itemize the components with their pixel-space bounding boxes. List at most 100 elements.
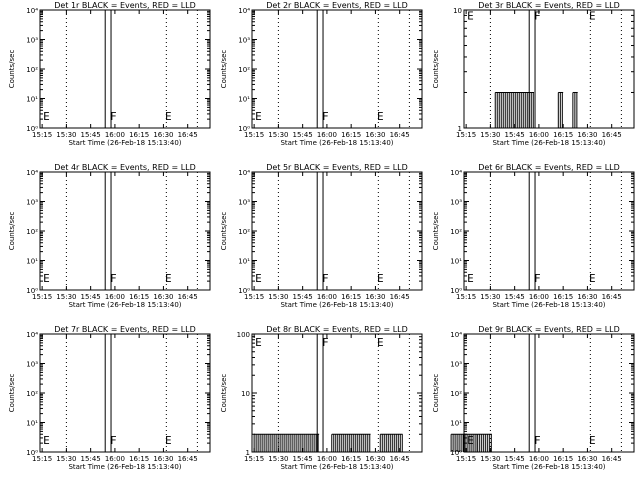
- orbit-marker-e: E: [589, 272, 596, 285]
- x-tick-label: 16:00: [317, 131, 337, 139]
- y-tick-label: 10³: [450, 199, 462, 207]
- plot-title: Det 3r BLACK = Events, RED = LLD: [478, 1, 620, 10]
- plot-title: Det 4r BLACK = Events, RED = LLD: [54, 163, 196, 172]
- x-tick-label: 16:00: [317, 293, 337, 301]
- x-tick-label: 15:30: [480, 455, 500, 463]
- orbit-marker-e: E: [165, 272, 172, 285]
- x-tick-label: 16:45: [390, 455, 410, 463]
- orbit-marker-e: E: [467, 434, 474, 447]
- x-tick-label: 15:30: [480, 131, 500, 139]
- x-tick-label: 16:15: [341, 131, 361, 139]
- y-tick-label: 10⁰: [450, 287, 462, 295]
- x-tick-label: 15:15: [32, 455, 52, 463]
- orbit-marker-f: F: [110, 110, 117, 123]
- x-tick-label: 15:15: [244, 293, 264, 301]
- x-tick-label: 15:45: [505, 455, 525, 463]
- x-tick-label: 16:00: [105, 293, 125, 301]
- y-tick-label: 10²: [26, 66, 38, 74]
- y-tick-label: 10³: [26, 199, 38, 207]
- plot-frame: [463, 9, 635, 129]
- orbit-marker-e: E: [377, 272, 384, 285]
- plot-panel-6: Det 6r BLACK = Events, RED = LLD 15:15 15:…: [432, 163, 635, 309]
- x-tick-label: 16:15: [129, 293, 149, 301]
- y-tick-label: 10³: [238, 199, 250, 207]
- plot-title: Det 9r BLACK = Events, RED = LLD: [478, 325, 620, 334]
- y-tick-label: 10¹: [450, 420, 462, 428]
- x-tick-label: 16:45: [390, 293, 410, 301]
- x-tick-label: 16:00: [529, 455, 549, 463]
- y-tick-label: 10¹: [26, 258, 38, 266]
- plot-panel-9: Det 9r BLACK = Events, RED = LLD 15:15 15:…: [432, 325, 635, 471]
- x-tick-label: 16:45: [178, 455, 198, 463]
- y-tick-label: 10³: [450, 361, 462, 369]
- orbit-marker-e: E: [467, 10, 474, 23]
- x-tick-label: 16:15: [341, 455, 361, 463]
- x-tick-label: 15:45: [293, 455, 313, 463]
- x-tick-label: 15:15: [244, 455, 264, 463]
- x-tick-label: 15:15: [456, 455, 476, 463]
- x-tick-label: 15:30: [56, 293, 76, 301]
- y-axis-label: Counts/sec: [220, 374, 228, 413]
- y-tick-label: 10⁴: [238, 169, 250, 177]
- orbit-marker-e: E: [377, 336, 384, 349]
- orbit-marker-e: E: [43, 272, 50, 285]
- x-tick-label: 15:30: [268, 131, 288, 139]
- orbit-marker-f: F: [534, 434, 541, 447]
- x-tick-label: 15:30: [268, 455, 288, 463]
- orbit-marker-e: E: [589, 434, 596, 447]
- y-tick-label: 10²: [450, 390, 462, 398]
- x-tick-label: 15:45: [81, 293, 101, 301]
- plot-title: Det 1r BLACK = Events, RED = LLD: [54, 1, 196, 10]
- y-axis-label: Counts/sec: [8, 212, 16, 251]
- x-axis-label: Start Time (26-Feb-18 15:13:40): [492, 139, 605, 147]
- orbit-marker-f: F: [322, 336, 329, 349]
- y-axis-label: Counts/sec: [220, 50, 228, 89]
- x-axis-label: Start Time (26-Feb-18 15:13:40): [68, 139, 181, 147]
- x-tick-label: 16:00: [317, 455, 337, 463]
- x-tick-label: 15:30: [268, 293, 288, 301]
- x-tick-label: 16:30: [577, 131, 597, 139]
- orbit-marker-e: E: [377, 110, 384, 123]
- x-tick-label: 15:15: [32, 293, 52, 301]
- x-tick-label: 16:15: [553, 455, 573, 463]
- x-tick-label: 15:30: [56, 455, 76, 463]
- x-tick-label: 16:30: [153, 455, 173, 463]
- x-tick-label: 16:45: [602, 131, 622, 139]
- y-axis-label: Counts/sec: [432, 50, 440, 89]
- x-tick-label: 16:30: [365, 293, 385, 301]
- x-tick-label: 15:30: [480, 293, 500, 301]
- x-tick-label: 15:45: [81, 455, 101, 463]
- y-tick-label: 10⁴: [26, 7, 38, 15]
- x-tick-label: 16:15: [553, 131, 573, 139]
- y-tick-label: 10⁰: [26, 125, 38, 133]
- x-axis-label: Start Time (26-Feb-18 15:13:40): [280, 301, 393, 309]
- y-tick-label: 10³: [26, 361, 38, 369]
- plot-frame: [251, 9, 423, 129]
- x-tick-label: 16:45: [390, 131, 410, 139]
- orbit-marker-f: F: [534, 10, 541, 23]
- y-tick-label: 10⁰: [238, 287, 250, 295]
- x-tick-label: 16:00: [105, 131, 125, 139]
- y-tick-label: 1: [246, 449, 250, 457]
- plot-title: Det 2r BLACK = Events, RED = LLD: [266, 1, 408, 10]
- y-tick-label: 10⁴: [26, 331, 38, 339]
- x-tick-label: 15:15: [456, 131, 476, 139]
- plot-title: Det 8r BLACK = Events, RED = LLD: [266, 325, 408, 334]
- x-tick-label: 16:30: [577, 455, 597, 463]
- y-axis-label: Counts/sec: [432, 212, 440, 251]
- x-tick-label: 16:15: [129, 131, 149, 139]
- x-tick-label: 15:30: [56, 131, 76, 139]
- x-tick-label: 15:45: [81, 131, 101, 139]
- y-tick-label: 10⁰: [26, 287, 38, 295]
- y-tick-label: 1: [458, 125, 462, 133]
- y-tick-label: 10¹: [450, 258, 462, 266]
- x-tick-label: 16:15: [129, 455, 149, 463]
- plot-frame: [251, 171, 423, 291]
- x-tick-label: 15:45: [505, 293, 525, 301]
- y-tick-label: 10²: [26, 390, 38, 398]
- y-tick-label: 10²: [450, 228, 462, 236]
- orbit-marker-e: E: [589, 10, 596, 23]
- x-axis-label: Start Time (26-Feb-18 15:13:40): [68, 301, 181, 309]
- y-tick-label: 10²: [26, 228, 38, 236]
- y-tick-label: 10³: [238, 37, 250, 45]
